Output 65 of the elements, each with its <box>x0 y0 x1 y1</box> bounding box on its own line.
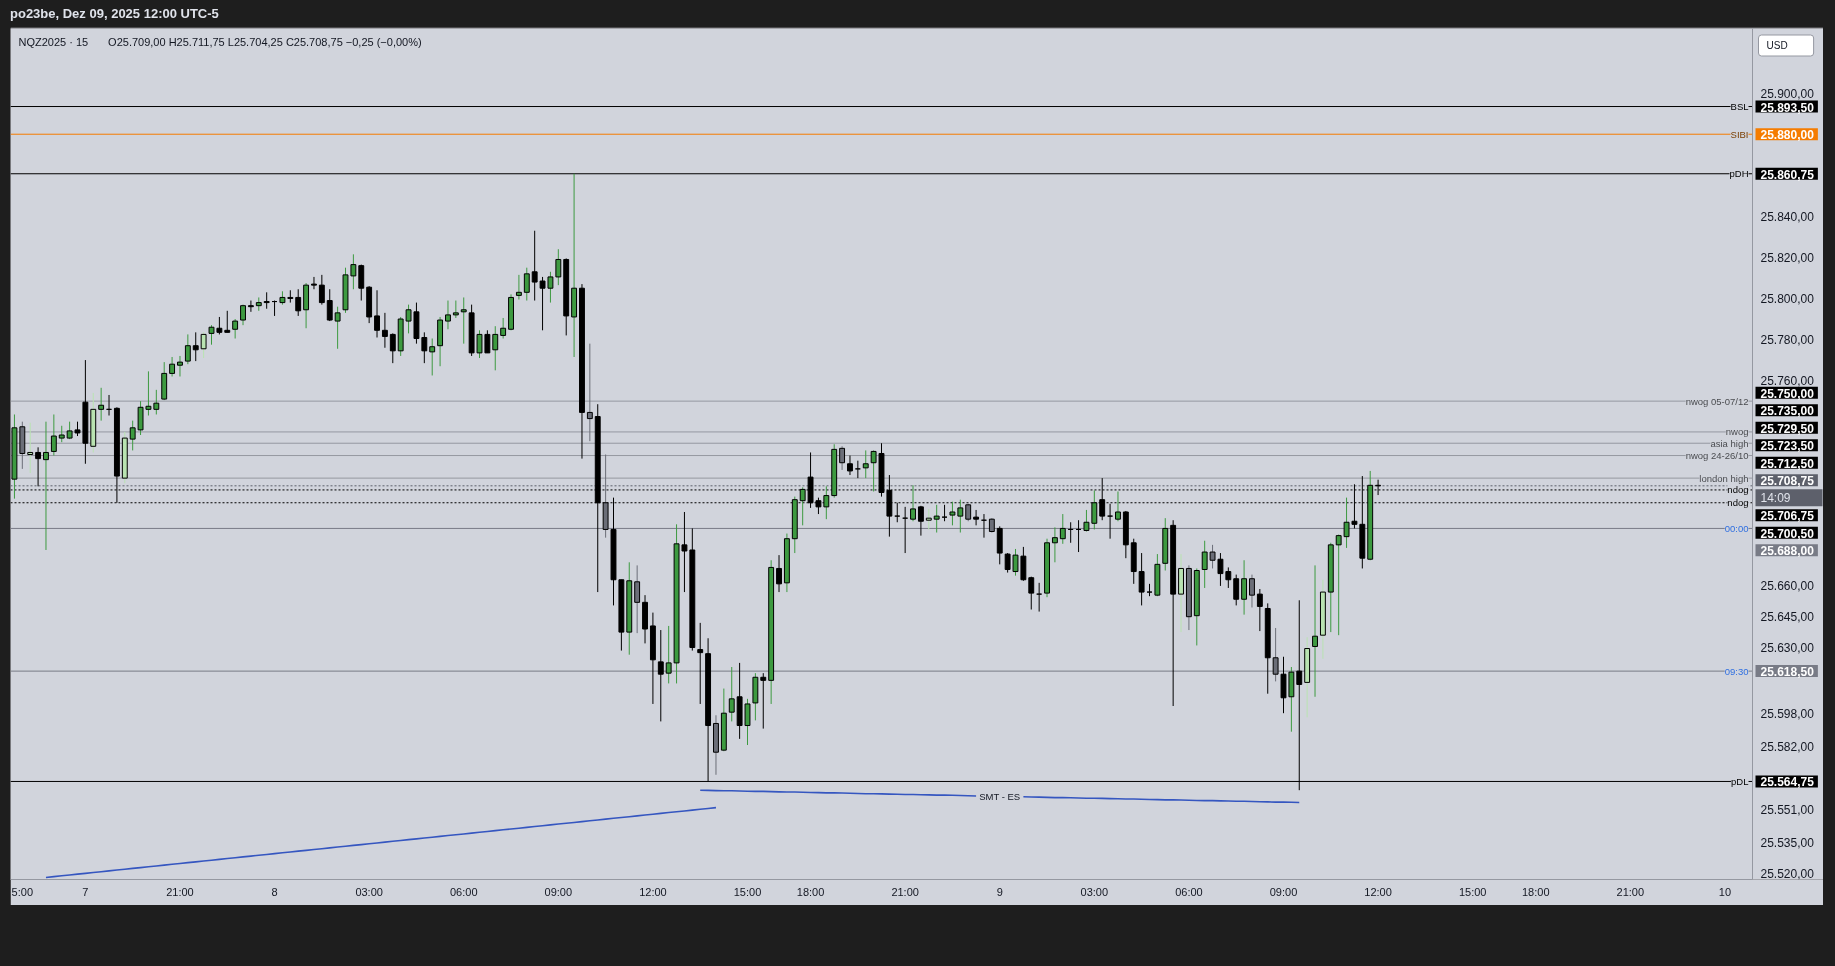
text: 25.860,75 <box>1760 167 1815 182</box>
ref-line-label: pDH <box>1729 168 1749 180</box>
annotation: SMT - ES <box>979 790 1021 802</box>
y-tick-label: 25.582,00 <box>1760 739 1815 754</box>
ref-line-label: ndog <box>1727 484 1749 496</box>
text: 25.688,00 <box>1760 544 1815 559</box>
y-tick-label: 25.630,00 <box>1760 641 1815 655</box>
y-tick-label: 25.760,00 <box>1760 374 1815 389</box>
x-tick-label: 09:00 <box>544 885 573 898</box>
x-tick-label: 18:00 <box>1521 885 1550 898</box>
text: 25.880,00 <box>1760 128 1815 143</box>
text: 25.723,50 <box>1760 439 1815 454</box>
x-tick-label: 8 <box>271 885 278 898</box>
text: 25.735,00 <box>1760 404 1815 419</box>
ref-line-label: BSL <box>1730 101 1749 113</box>
y-tick-label: 25.660,00 <box>1760 579 1815 594</box>
x-tick-label: 03:00 <box>1080 885 1109 898</box>
x-tick-label: 7 <box>82 885 89 898</box>
text: O25.709,00 H25.711,75 L25.704,25 C25.708,75 −0,25 (−0,00%) <box>108 35 422 48</box>
x-tick-label: 09:00 <box>1269 885 1298 898</box>
x-tick-label: 21:00 <box>891 885 919 898</box>
text: 25.564,75 <box>1760 775 1815 790</box>
text: 14:09 <box>1760 491 1791 506</box>
x-tick-label: 12:00 <box>639 885 667 898</box>
x-tick-label: 15:00 <box>733 885 762 898</box>
x-tick-label: 12:00 <box>1364 885 1392 898</box>
y-tick-label: 25.598,00 <box>1760 706 1815 721</box>
y-tick-label: 25.535,00 <box>1760 836 1815 851</box>
y-tick-label: 25.800,00 <box>1760 291 1815 306</box>
text: 25.712,50 <box>1760 456 1815 471</box>
y-tick-label: 25.840,00 <box>1760 209 1815 224</box>
ref-line-label: nwog 24-26/10 <box>1685 450 1749 462</box>
text: 25.706,75 <box>1760 509 1815 524</box>
text: po23be, Dez 09, 2025 12:00 UTC-5 <box>10 5 219 23</box>
y-tick-label: 25.820,00 <box>1760 250 1815 265</box>
text: 25.729,50 <box>1760 421 1815 436</box>
text: 25.618,50 <box>1760 665 1815 680</box>
ref-line-label: SIBI <box>1730 128 1749 140</box>
text: 25.700,50 <box>1760 526 1815 541</box>
x-tick-label: 21:00 <box>1616 885 1645 898</box>
ref-line-label: nwog 05-07/12 <box>1685 395 1749 407</box>
x-tick-label: 06:00 <box>1175 885 1203 898</box>
ref-line-label: ndog <box>1727 497 1749 509</box>
y-tick-label: 25.645,00 <box>1760 610 1815 625</box>
x-tick-label: 21:00 <box>166 885 194 898</box>
y-tick-label: 25.551,00 <box>1760 803 1815 818</box>
x-tick-label: 03:00 <box>355 885 383 898</box>
x-tick-label: 18:00 <box>796 885 825 898</box>
text: USD <box>1766 40 1788 51</box>
x-tick-label: 5:00 <box>11 885 34 898</box>
y-tick-label: 25.900,00 <box>1760 86 1815 101</box>
text: 25.750,00 <box>1760 386 1815 401</box>
y-tick-label: 25.780,00 <box>1760 333 1815 348</box>
ref-line-label: pDL <box>1731 775 1749 787</box>
text: 25.708,75 <box>1760 474 1815 489</box>
y-tick-label: 25.520,00 <box>1760 866 1815 881</box>
text: NQZ2025 · 15 <box>18 35 89 48</box>
text: 25.893,50 <box>1760 100 1815 115</box>
ref-line-label: asia high <box>1710 437 1749 449</box>
x-tick-label: 9 <box>996 885 1003 898</box>
ref-line-label: london high <box>1699 472 1749 484</box>
x-tick-label: 15:00 <box>1458 885 1487 898</box>
x-tick-label: 06:00 <box>449 885 478 898</box>
x-tick-label: 10 <box>1718 885 1732 898</box>
ref-line-label: nwog <box>1725 426 1749 438</box>
